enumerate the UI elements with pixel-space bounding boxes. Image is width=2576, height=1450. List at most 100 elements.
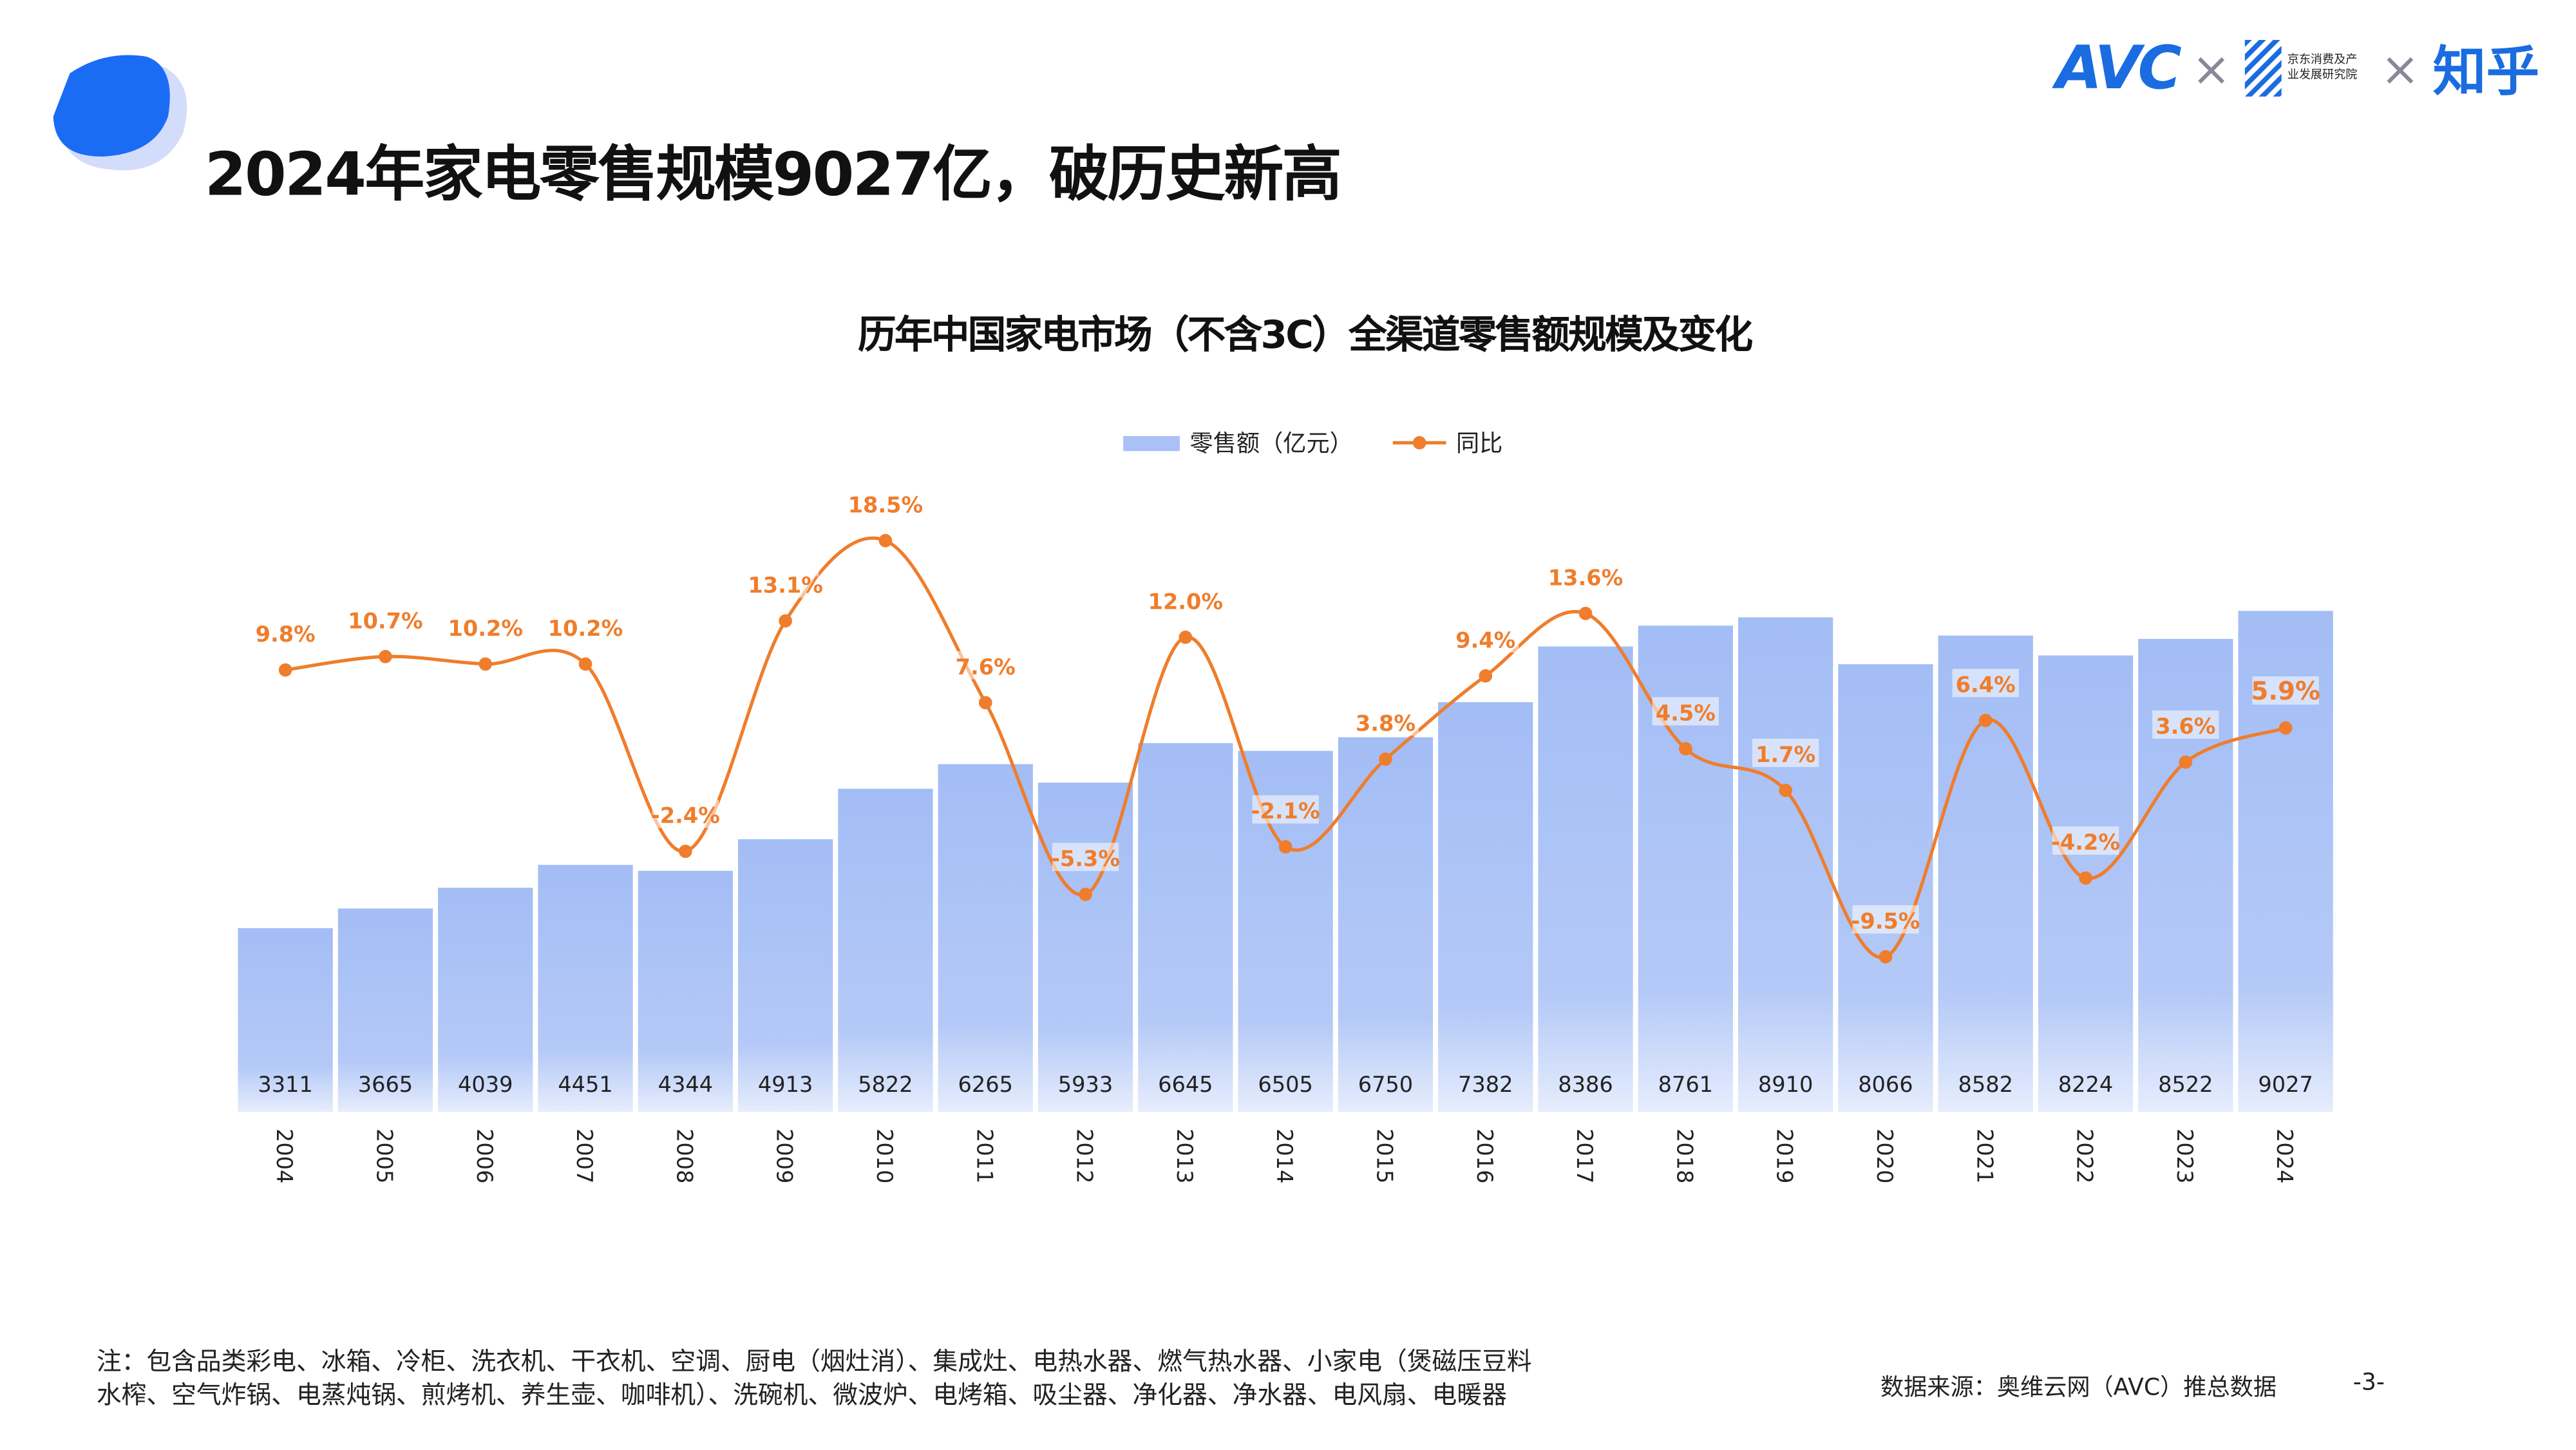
yoy-label-bg xyxy=(652,799,719,828)
yoy-value-label: 13.6% xyxy=(1548,565,1624,590)
yoy-point xyxy=(2179,755,2193,769)
legend-line-swatch xyxy=(1392,436,1446,450)
x-tick-label: 2011 xyxy=(972,1129,997,1183)
bar-value-label: 4039 xyxy=(458,1072,513,1097)
yoy-label-bg xyxy=(1352,707,1419,736)
footnote: 注：包含品类彩电、冰箱、冷柜、洗衣机、干衣机、空调、厨电（烟灶消）、集成灶、电热… xyxy=(97,1345,1694,1411)
yoy-value-label: -9.5% xyxy=(1851,908,1920,933)
yoy-point xyxy=(2278,721,2293,735)
yoy-label-bg xyxy=(2052,826,2119,855)
bar-value-label: 5822 xyxy=(858,1072,913,1097)
bar xyxy=(438,888,533,1112)
x-tick-label: 2008 xyxy=(672,1129,697,1183)
yoy-label-bg xyxy=(1052,843,1119,872)
yoy-point xyxy=(478,657,493,671)
bar xyxy=(538,864,633,1112)
yoy-label-bg xyxy=(2252,676,2319,705)
yoy-label-bg xyxy=(1952,669,2019,698)
yoy-point xyxy=(1879,950,1893,964)
bar-value-label: 8582 xyxy=(1958,1072,2012,1097)
bar-value-label: 6505 xyxy=(1258,1072,1312,1097)
yoy-value-label: 4.5% xyxy=(1656,700,1716,725)
yoy-value-label: 3.6% xyxy=(2155,714,2215,739)
zhihu-logo: 知乎 xyxy=(2432,40,2540,104)
yoy-label-bg xyxy=(1752,738,1819,767)
yoy-value-label: 10.2% xyxy=(548,616,623,641)
yoy-point xyxy=(578,657,592,671)
yoy-label-bg xyxy=(1552,562,1619,591)
footnote-line-1: 注：包含品类彩电、冰箱、冷柜、洗衣机、干衣机、空调、厨电（烟灶消）、集成灶、电热… xyxy=(96,1346,1532,1377)
yoy-value-label: 9.8% xyxy=(256,622,316,647)
page-title: 2024年家电零售规模9027亿，破历史新高 xyxy=(204,141,1342,210)
yoy-value-label: 12.0% xyxy=(1148,589,1224,614)
yoy-point xyxy=(1678,741,1692,756)
bar-value-label: 5933 xyxy=(1058,1072,1113,1097)
bar xyxy=(1037,782,1133,1112)
x-tick-label: 2005 xyxy=(372,1129,397,1183)
x-tick-label: 2004 xyxy=(272,1129,297,1183)
bar-value-label: 8224 xyxy=(2058,1072,2113,1097)
yoy-label-bg xyxy=(1152,586,1219,615)
x-tick-label: 2013 xyxy=(1172,1129,1197,1183)
yoy-point xyxy=(2079,871,2092,885)
bar-value-label: 8386 xyxy=(1558,1072,1613,1097)
legend-bar-swatch xyxy=(1123,435,1180,450)
bar xyxy=(1738,617,1833,1112)
x-tick-label: 2018 xyxy=(1672,1129,1697,1183)
jd-mark-icon xyxy=(2244,40,2281,97)
separator: × xyxy=(2380,41,2420,96)
bar xyxy=(1438,702,1533,1112)
bar-value-label: 4913 xyxy=(758,1072,813,1097)
avc-logo: AVC xyxy=(2056,33,2182,102)
bar-value-label: 8066 xyxy=(1858,1072,1913,1097)
yoy-label-bg xyxy=(952,651,1019,680)
page-number: -3- xyxy=(2353,1369,2385,1397)
yoy-label-bg xyxy=(352,605,419,634)
yoy-value-label: 3.8% xyxy=(1356,711,1416,736)
bar xyxy=(1838,664,1933,1112)
jd-institute-logo: 京东消费及产业发展研究院 xyxy=(2244,40,2367,97)
yoy-label-bg xyxy=(1852,905,1919,934)
x-tick-label: 2023 xyxy=(2172,1129,2197,1183)
bar-value-label: 4344 xyxy=(658,1072,713,1097)
yoy-value-label: 10.7% xyxy=(348,608,423,633)
bar-value-label: 3311 xyxy=(258,1072,312,1097)
x-tick-label: 2024 xyxy=(2272,1129,2297,1183)
bar-value-label: 4451 xyxy=(558,1072,612,1097)
yoy-point xyxy=(1479,669,1493,683)
chart-legend: 零售额（亿元） 同比 xyxy=(1123,426,1502,460)
yoy-point xyxy=(379,649,392,663)
yoy-point xyxy=(1379,752,1392,766)
yoy-label-bg xyxy=(1652,697,1719,726)
yoy-point xyxy=(679,844,692,858)
bar xyxy=(1938,635,2033,1112)
yoy-value-label: 13.1% xyxy=(748,573,823,598)
x-tick-label: 2015 xyxy=(1372,1129,1397,1183)
data-source: 数据来源：奥维云网（AVC）推总数据 xyxy=(1880,1375,2277,1402)
yoy-value-label: 6.4% xyxy=(1956,673,2016,698)
yoy-label-bg xyxy=(552,612,619,641)
yoy-value-label: 7.6% xyxy=(956,654,1016,680)
bar xyxy=(238,928,333,1112)
yoy-value-label: 5.9% xyxy=(2251,677,2320,706)
bar xyxy=(838,788,933,1112)
yoy-point xyxy=(779,614,792,628)
yoy-line xyxy=(285,536,2286,959)
yoy-value-label: 9.4% xyxy=(1455,627,1515,653)
x-tick-label: 2012 xyxy=(1072,1129,1097,1183)
yoy-value-label: 18.5% xyxy=(848,492,923,517)
x-tick-label: 2020 xyxy=(1872,1129,1897,1183)
yoy-label-bg xyxy=(252,618,319,647)
yoy-label-bg xyxy=(1452,624,1519,653)
x-tick-label: 2019 xyxy=(1772,1129,1797,1183)
yoy-point xyxy=(1278,840,1293,854)
bar-value-label: 8522 xyxy=(2158,1072,2213,1097)
chart-title: 历年中国家电市场（不含3C）全渠道零售额规模及变化 xyxy=(858,314,1753,358)
yoy-point xyxy=(278,663,292,677)
chart-area: 3311 2004 3665 2005 4039 2006 4451 2007 4344 2008… xyxy=(238,492,2333,1184)
yoy-label-bg xyxy=(1252,795,1319,824)
bar xyxy=(938,764,1033,1112)
bar-value-label: 6645 xyxy=(1158,1072,1213,1097)
x-tick-label: 2022 xyxy=(2072,1129,2098,1183)
x-tick-label: 2009 xyxy=(772,1129,797,1183)
